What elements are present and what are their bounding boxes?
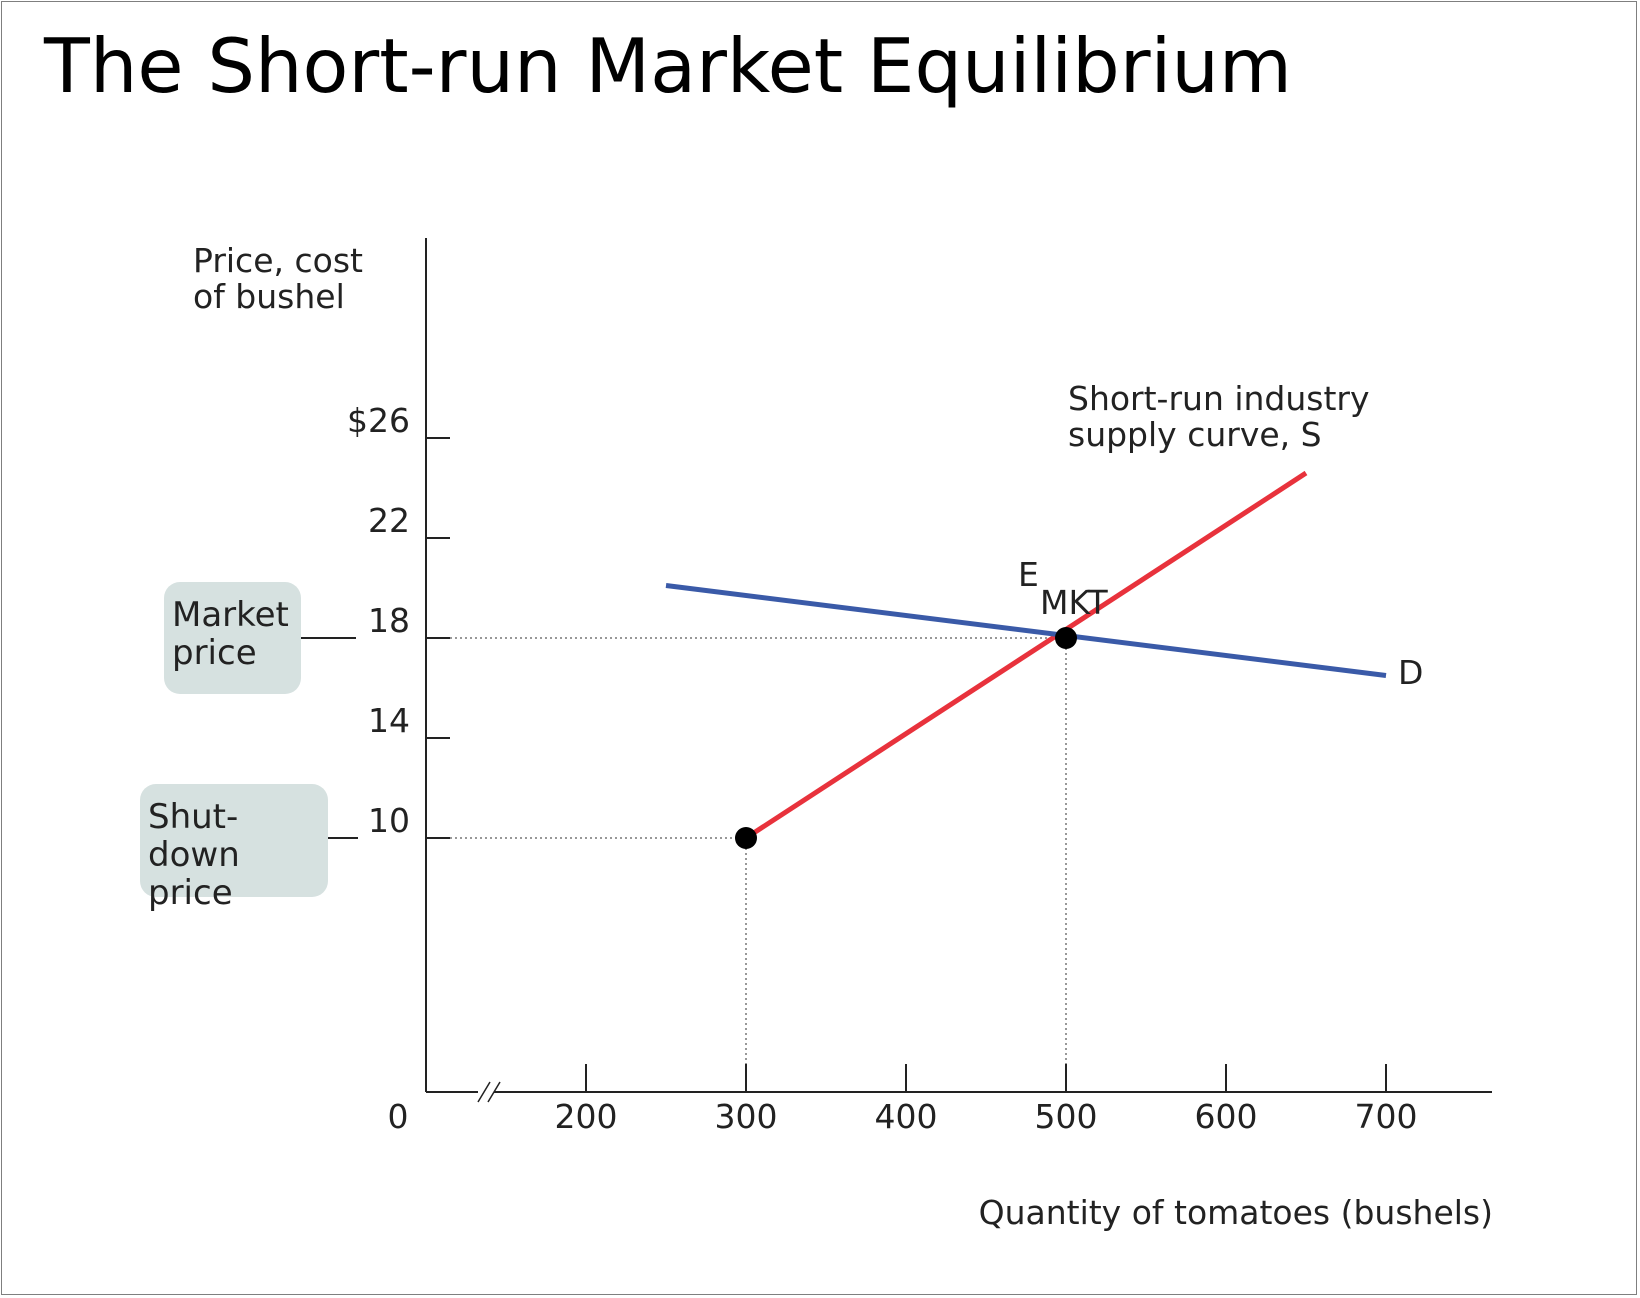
y-tick-label: 10 [368,801,410,840]
market-price-callout: Market price [164,582,301,694]
equilibrium-label: E [1018,555,1039,594]
shutdown-price-callout: Shut-down price [140,784,328,912]
page-title: The Short-run Market Equilibrium [44,22,1292,110]
y-tick-label: 14 [368,701,410,740]
x-tick-label: 300 [715,1097,778,1136]
equilibrium-point [1055,627,1077,649]
origin-label: 0 [388,1097,409,1136]
y-axis-label: Price, cost of bushel [193,241,363,316]
x-tick-label: 400 [875,1097,938,1136]
y-tick-label: 18 [368,601,410,640]
demand-curve-label: D [1398,653,1423,692]
x-tick-label: 500 [1035,1097,1098,1136]
supply-curve-label: Short-run industry supply curve, S [1068,379,1370,454]
x-tick-label: 700 [1355,1097,1418,1136]
x-tick-label: 600 [1195,1097,1258,1136]
equilibrium-label-subscript: MKT [1040,583,1109,622]
x-tick-label: 200 [555,1097,618,1136]
shutdown-point [735,827,757,849]
axis-break-mark [487,1081,501,1103]
axis-break-mark [477,1081,491,1103]
supply-curve [744,470,1308,841]
x-axis-label: Quantity of tomatoes (bushels) [979,1193,1493,1232]
y-tick-label: $26 [347,401,410,440]
y-tick-label: 22 [368,501,410,540]
demand-curve [665,583,1387,678]
